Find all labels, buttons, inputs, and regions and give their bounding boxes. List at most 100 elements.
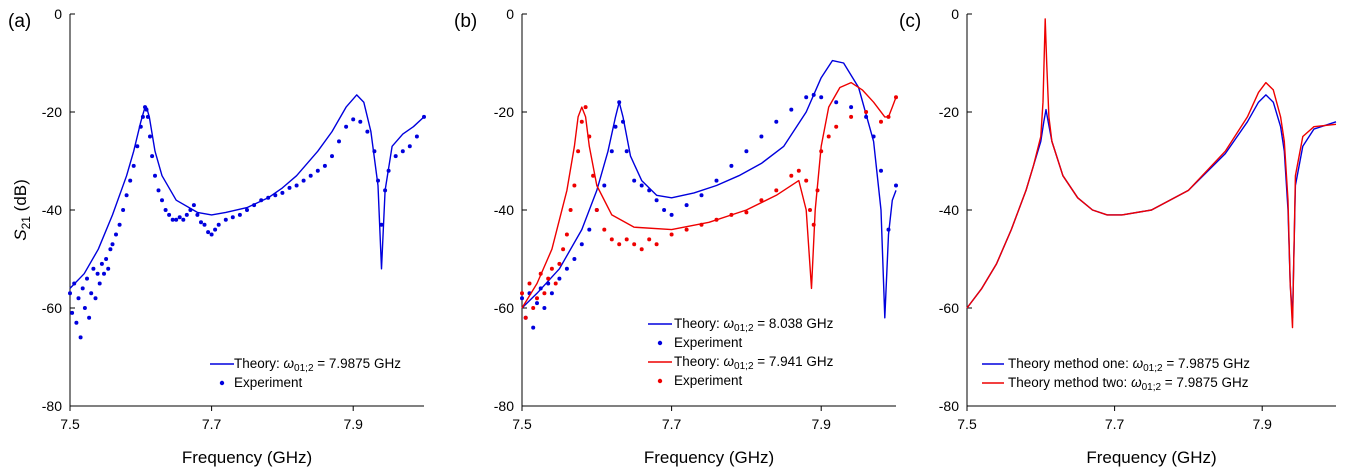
data-point [549, 291, 554, 296]
data-point [372, 149, 377, 154]
data-point [591, 173, 596, 178]
x-tick-label: 7.9 [343, 416, 363, 432]
data-point [365, 129, 370, 134]
data-point [535, 301, 539, 306]
x-tick-label: 7.5 [60, 416, 80, 432]
data-point [76, 296, 81, 301]
data-point [400, 149, 405, 154]
data-point [280, 190, 285, 195]
panel-label: (a) [8, 11, 31, 32]
legend-entry: Theory method one: ω01;2 = 7.9875 GHz [1008, 356, 1250, 374]
y-axis-label-unit: (dB) [11, 179, 30, 216]
data-point [613, 124, 618, 129]
data-point [414, 134, 419, 139]
data-point [796, 168, 801, 173]
data-point [804, 95, 809, 100]
data-point [662, 208, 667, 212]
data-point [95, 271, 100, 276]
data-point [273, 193, 278, 198]
data-point [181, 217, 186, 222]
y-axis-label-main: S [11, 229, 30, 241]
data-point [156, 188, 161, 193]
chart-panel-1: -80 -60 -40 -20 0 7.5 7.7 7.9 Frequency (GHz) (a)… [8, 6, 426, 467]
data-point [639, 183, 644, 188]
data-point [849, 114, 854, 119]
data-point [150, 154, 155, 159]
data-point [131, 163, 136, 168]
legend-suffix: = 8.038 GHz [754, 316, 834, 331]
y-tick-label: -60 [939, 300, 959, 316]
data-point [808, 208, 812, 212]
data-point [561, 247, 566, 252]
chart-panel-3: -80 -60 -40 -20 0 7.5 7.7 7.9 Frequency (GHz) (c)… [899, 6, 1337, 467]
data-point [579, 242, 584, 247]
data-point [138, 124, 143, 129]
legend-suffix: = 7.9875 GHz [314, 356, 402, 371]
data-point [654, 198, 659, 203]
data-point [106, 266, 111, 271]
data-point [624, 237, 629, 242]
data-point [199, 220, 203, 225]
data-point [774, 188, 779, 193]
data-point [104, 257, 109, 261]
data-point [886, 114, 891, 119]
data-point [78, 335, 83, 340]
data-point [879, 168, 883, 173]
y-tick-label: -80 [42, 398, 62, 414]
x-axis-label: Frequency (GHz) [644, 448, 774, 467]
data-point [864, 110, 869, 114]
legend-subscript: 01;2 [734, 323, 754, 334]
data-point [542, 306, 547, 310]
data-point [684, 203, 689, 208]
panel-label: (c) [899, 11, 921, 32]
data-point [145, 114, 150, 119]
data-point [206, 230, 211, 235]
data-point [117, 222, 122, 227]
series-line-1 [521, 59, 897, 319]
y-tick-label: -80 [494, 398, 514, 414]
data-point [174, 217, 179, 222]
data-point [230, 215, 235, 220]
data-point [287, 185, 292, 190]
legend-subscript: 01;2 [1142, 382, 1162, 393]
data-point [184, 212, 189, 217]
legend-swatch-dot [219, 380, 225, 386]
data-point [602, 227, 607, 232]
data-point [407, 144, 412, 149]
data-point [546, 281, 551, 286]
data-point [121, 208, 126, 212]
data-point [774, 119, 779, 124]
legend-label: Experiment [234, 375, 303, 390]
legend-omega: ω [1133, 356, 1144, 371]
data-point [557, 261, 562, 266]
data-point [879, 119, 883, 124]
data-point [579, 119, 584, 124]
legend-entry: Experiment [674, 335, 743, 350]
data-point [245, 208, 249, 212]
legend-prefix: Theory: [234, 356, 284, 371]
legend-omega: ω [724, 316, 735, 331]
data-point [148, 134, 152, 139]
data-point [815, 188, 820, 193]
legend-suffix: = 7.9875 GHz [1161, 375, 1249, 390]
data-point [72, 281, 77, 286]
data-point [266, 195, 271, 200]
data-point [80, 286, 85, 291]
data-point [110, 242, 115, 247]
y-axis-label-sub: 21 [19, 216, 33, 230]
data-point [195, 212, 200, 217]
data-point [834, 124, 839, 129]
y-tick-label: -60 [494, 300, 514, 316]
legend-entry: Experiment [234, 375, 303, 390]
data-point [85, 276, 89, 281]
legend-label: Experiment [674, 373, 743, 388]
x-axis-label: Frequency (GHz) [182, 448, 312, 467]
data-point [82, 306, 87, 310]
data-point [87, 315, 92, 320]
data-point [523, 315, 528, 320]
data-point [714, 178, 719, 183]
data-point [609, 149, 614, 154]
data-point [759, 134, 764, 139]
